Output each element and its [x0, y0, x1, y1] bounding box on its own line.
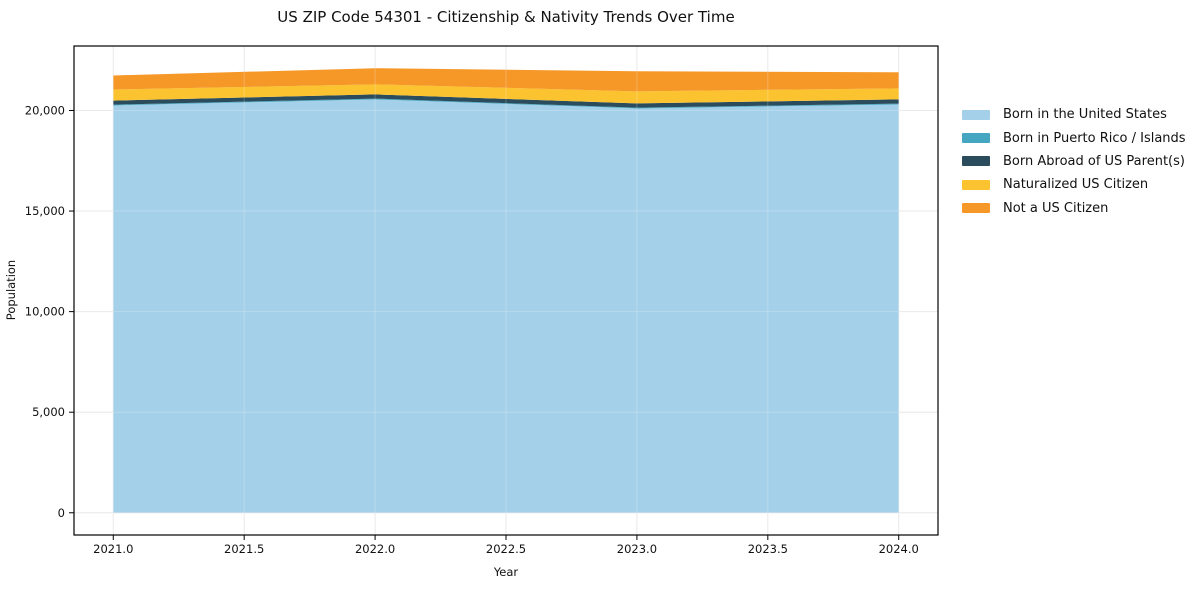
legend-item: Born in Puerto Rico / Islands [962, 126, 1186, 149]
legend-label: Born Abroad of US Parent(s) [1003, 153, 1185, 169]
x-tick-label: 2021.0 [93, 542, 133, 556]
y-tick-label: 15,000 [25, 204, 65, 218]
legend-swatch-icon [962, 133, 990, 144]
legend-label: Not a US Citizen [1003, 200, 1109, 216]
x-tick-label: 2024.0 [879, 542, 919, 556]
legend-swatch-icon [962, 156, 990, 167]
legend-item: Born Abroad of US Parent(s) [962, 150, 1186, 173]
legend-item: Naturalized US Citizen [962, 173, 1186, 196]
legend-item: Not a US Citizen [962, 197, 1186, 220]
area-series-3 [113, 84, 899, 104]
area-series-0 [113, 99, 899, 513]
legend-swatch-icon [962, 109, 990, 120]
legend-label: Born in Puerto Rico / Islands [1003, 130, 1186, 146]
legend-swatch-icon [962, 179, 990, 190]
area-series-4 [113, 68, 899, 92]
x-tick-label: 2022.0 [355, 542, 395, 556]
x-tick-label: 2023.5 [748, 542, 788, 556]
y-tick-label: 5,000 [32, 405, 65, 419]
area-series-1 [113, 98, 899, 109]
y-tick-label: 0 [58, 506, 65, 520]
x-tick-label: 2023.0 [617, 542, 657, 556]
x-axis-label: Year [493, 565, 519, 579]
x-tick-label: 2021.5 [224, 542, 264, 556]
legend-swatch-icon [962, 203, 990, 214]
y-tick-label: 10,000 [25, 305, 65, 319]
y-tick-label: 20,000 [25, 103, 65, 117]
chart-title: US ZIP Code 54301 - Citizenship & Nativi… [277, 8, 735, 26]
legend-label: Naturalized US Citizen [1003, 177, 1149, 193]
area-series-2 [113, 94, 899, 108]
legend-item: Born in the United States [962, 103, 1186, 126]
legend-label: Born in the United States [1003, 107, 1167, 123]
x-tick-label: 2022.5 [486, 542, 526, 556]
legend: Born in the United States Born in Puerto … [962, 103, 1186, 220]
